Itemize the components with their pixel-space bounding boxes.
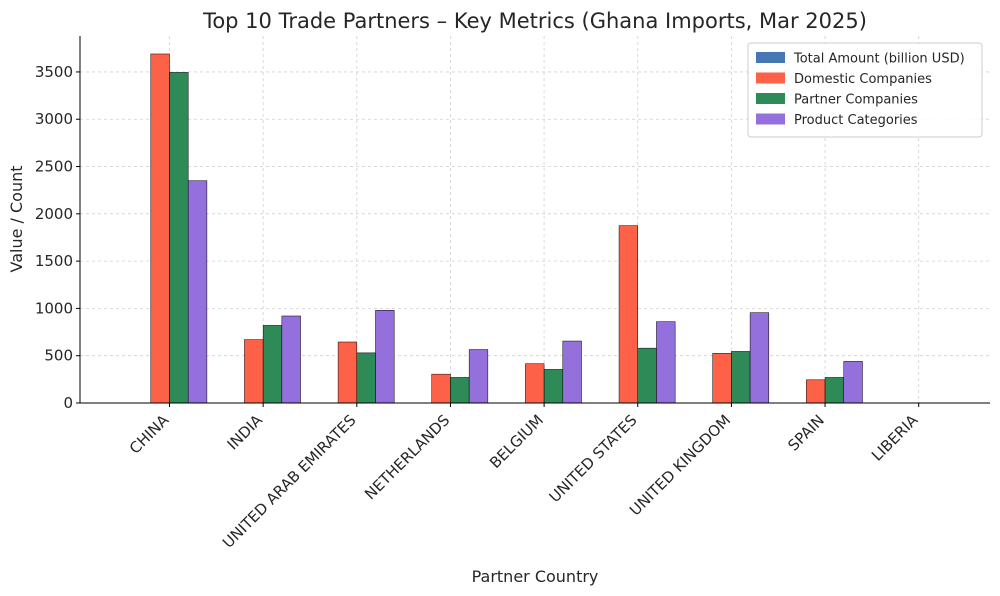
y-axis-label: Value / Count: [7, 165, 26, 272]
chart-title: Top 10 Trade Partners – Key Metrics (Gha…: [202, 9, 867, 33]
x-axis-label: Partner Country: [472, 567, 599, 586]
bar: [431, 373, 451, 404]
x-tick-label: CHINA: [126, 411, 173, 458]
bar: [806, 379, 826, 404]
x-tick-label: UNITED STATES: [546, 411, 641, 506]
x-tick-label: UNITED KINGDOM: [626, 411, 734, 519]
y-tick-label: 2500: [35, 158, 73, 176]
x-tick-label: SPAIN: [784, 411, 827, 454]
bar: [375, 310, 395, 404]
y-tick-label: 3000: [35, 110, 73, 128]
legend-swatch: [756, 72, 785, 84]
legend: Total Amount (billion USD) Domestic Compa…: [747, 42, 983, 138]
bar: [637, 347, 657, 404]
legend-swatch: [756, 113, 785, 125]
x-tick-label: LIBERIA: [868, 411, 922, 465]
bar: [244, 339, 264, 404]
bar: [843, 361, 863, 404]
y-tick-label: 2000: [35, 205, 73, 223]
bar: [262, 325, 283, 404]
bar: [450, 377, 470, 404]
x-tick-label: NETHERLANDS: [361, 411, 453, 503]
legend-box: [747, 42, 983, 138]
bar: [824, 377, 844, 404]
bar: [525, 363, 545, 404]
legend-entry: Domestic Companies: [794, 72, 932, 87]
legend-entry: Total Amount (billion USD): [793, 52, 965, 67]
bars: [150, 53, 863, 404]
bar: [468, 349, 489, 404]
legend-entry: Partner Companies: [794, 93, 918, 108]
y-tick-label: 0: [63, 394, 73, 412]
y-tick-label: 1500: [35, 252, 73, 270]
bar: [712, 353, 732, 404]
bar: [150, 53, 170, 404]
legend-swatch: [756, 52, 785, 63]
y-tick-label: 500: [44, 347, 73, 365]
bar: [656, 321, 676, 404]
bar: [562, 340, 582, 404]
x-tick-label: INDIA: [224, 411, 267, 454]
bar: [749, 312, 770, 404]
y-tick-label: 1000: [35, 299, 73, 317]
bar: [543, 369, 564, 404]
bar: [187, 180, 208, 404]
y-tick-labels: 0 500 1000 1500 2000 2500 3000 3500: [35, 63, 80, 412]
x-tick-label: BELGIUM: [486, 411, 547, 472]
legend-entry: Product Categories: [794, 113, 918, 128]
bar: [169, 72, 189, 404]
bar: [281, 315, 301, 404]
legend-swatch: [756, 93, 785, 104]
y-tick-label: 3500: [35, 63, 73, 81]
axes: [79, 36, 990, 404]
bar: [356, 352, 376, 404]
bar: [731, 351, 751, 404]
bar: [618, 225, 638, 404]
bar: [337, 341, 358, 404]
